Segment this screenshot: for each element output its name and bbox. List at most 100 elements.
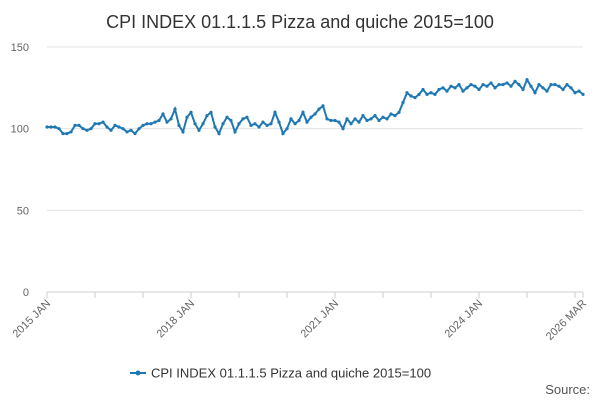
point xyxy=(225,115,229,119)
point xyxy=(305,120,309,124)
point xyxy=(289,117,293,121)
point xyxy=(273,110,277,114)
point xyxy=(105,125,109,129)
point xyxy=(565,82,569,87)
point xyxy=(301,110,305,114)
point xyxy=(93,122,97,126)
point xyxy=(509,84,513,88)
point xyxy=(521,87,525,92)
point xyxy=(209,110,213,114)
point xyxy=(221,122,225,126)
series-line xyxy=(47,77,584,136)
point xyxy=(81,127,85,131)
point xyxy=(393,114,397,118)
point xyxy=(281,131,285,136)
chart-title: CPI INDEX 01.1.1.5 Pizza and quiche 2015… xyxy=(106,12,494,32)
point xyxy=(277,120,281,124)
y-tick-label: 100 xyxy=(11,124,29,136)
point xyxy=(269,122,273,126)
point xyxy=(537,82,541,87)
point xyxy=(61,131,65,136)
point xyxy=(181,130,185,134)
point xyxy=(469,82,473,87)
point xyxy=(169,117,173,121)
point xyxy=(213,125,217,129)
point xyxy=(141,123,145,127)
point xyxy=(165,120,169,124)
x-tick-label: 2015 JAN xyxy=(10,298,53,341)
point xyxy=(193,122,197,126)
point xyxy=(445,89,449,93)
point xyxy=(249,123,253,127)
point xyxy=(113,123,117,127)
point xyxy=(357,120,361,124)
point xyxy=(217,131,221,136)
point xyxy=(541,86,545,90)
point xyxy=(397,110,401,114)
point xyxy=(237,122,241,126)
point xyxy=(137,127,141,131)
point xyxy=(153,120,157,124)
point xyxy=(261,120,265,124)
point xyxy=(489,81,493,85)
point xyxy=(173,107,177,111)
point xyxy=(73,123,77,127)
y-tick-label: 150 xyxy=(11,42,29,54)
point xyxy=(345,117,349,121)
point xyxy=(97,122,101,126)
point xyxy=(577,89,581,93)
point xyxy=(321,104,325,108)
point xyxy=(257,125,261,129)
point xyxy=(385,117,389,121)
point xyxy=(405,91,409,95)
y-tick-label: 0 xyxy=(23,287,29,299)
point xyxy=(553,82,557,87)
point xyxy=(337,120,341,124)
point xyxy=(517,82,521,87)
point xyxy=(525,78,529,82)
x-tick-label: 2024 JAN xyxy=(442,298,485,341)
point xyxy=(569,86,573,90)
point xyxy=(145,122,149,126)
point xyxy=(109,128,113,132)
x-tick-label: 2026 MAR xyxy=(544,298,589,343)
point xyxy=(353,117,357,121)
point xyxy=(529,84,533,88)
point xyxy=(513,79,517,83)
point xyxy=(241,117,245,121)
point xyxy=(325,117,329,121)
point xyxy=(461,89,465,93)
point xyxy=(53,125,57,129)
point xyxy=(69,130,73,134)
point xyxy=(285,127,289,131)
point xyxy=(49,125,53,129)
y-tick-label: 50 xyxy=(17,205,29,217)
point xyxy=(89,127,93,131)
point xyxy=(545,89,549,93)
point xyxy=(57,127,61,131)
point xyxy=(561,87,565,92)
point xyxy=(421,87,425,92)
legend-label: CPI INDEX 01.1.1.5 Pizza and quiche 2015… xyxy=(151,366,431,381)
point xyxy=(361,114,365,118)
point xyxy=(229,118,233,123)
point xyxy=(533,91,537,95)
point xyxy=(501,82,505,87)
point xyxy=(117,125,121,129)
point xyxy=(497,82,501,87)
point xyxy=(341,127,345,131)
point xyxy=(65,131,69,136)
point xyxy=(465,86,469,90)
point xyxy=(85,128,89,132)
point xyxy=(581,92,585,96)
point xyxy=(245,115,249,119)
point xyxy=(433,92,437,96)
point xyxy=(253,122,257,126)
point xyxy=(45,125,49,129)
point xyxy=(329,118,333,123)
point xyxy=(129,128,133,132)
point xyxy=(417,92,421,96)
point xyxy=(297,118,301,123)
point xyxy=(409,94,413,98)
